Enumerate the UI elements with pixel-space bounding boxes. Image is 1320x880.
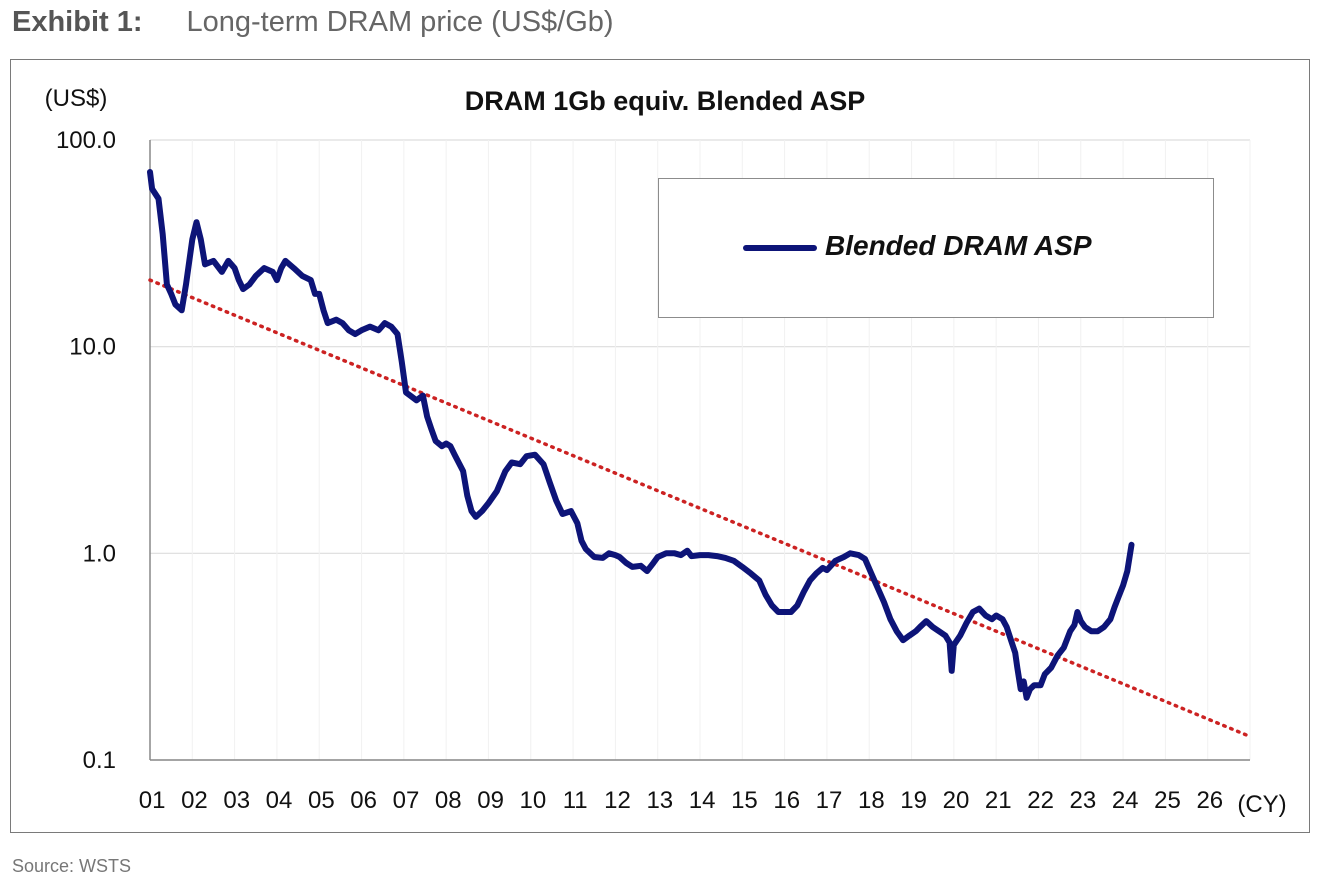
y-tick-label: 0.1 (83, 747, 116, 774)
exhibit-header: Exhibit 1: Long-term DRAM price (US$/Gb) (12, 2, 614, 42)
x-tick-label: 11 (563, 787, 588, 814)
exhibit-label: Exhibit 1: (12, 5, 143, 38)
x-tick-labels: 01 02 03 04 05 06 07 08 09 10 11 12 13 14 15 16 17 18 19 20… (139, 787, 1223, 814)
x-axis-label: (CY) (1237, 791, 1286, 818)
source-note: Source: WSTS (12, 856, 132, 876)
y-tick-label: 1.0 (83, 540, 116, 567)
x-tick-label: 23 (1070, 787, 1097, 814)
chart-title: DRAM 1Gb equiv. Blended ASP (465, 86, 866, 116)
x-tick-label: 13 (646, 787, 673, 814)
x-tick-label: 16 (773, 787, 800, 814)
legend-label: Blended DRAM ASP (825, 230, 1092, 261)
x-tick-label: 03 (223, 787, 250, 814)
y-tick-label: 10.0 (69, 334, 116, 361)
x-tick-label: 04 (266, 787, 293, 814)
legend-swatch (743, 245, 817, 251)
x-tick-label: 14 (689, 787, 716, 814)
x-tick-label: 09 (477, 787, 504, 814)
x-tick-label: 15 (731, 787, 758, 814)
x-tick-label: 10 (520, 787, 547, 814)
x-tick-label: 02 (181, 787, 208, 814)
x-tick-label: 18 (858, 787, 885, 814)
x-tick-label: 08 (435, 787, 462, 814)
y-axis-label: (US$) (45, 85, 108, 112)
x-tick-label: 21 (985, 787, 1012, 814)
x-tick-label: 17 (816, 787, 843, 814)
series-layer (147, 169, 1135, 701)
x-tick-label: 06 (350, 787, 377, 814)
x-tick-label: 19 (900, 787, 927, 814)
series-line-blended-dram-asp (147, 169, 1135, 701)
x-tick-label: 24 (1112, 787, 1139, 814)
y-tick-label: 100.0 (56, 127, 116, 154)
x-tick-label: 05 (308, 787, 335, 814)
x-tick-label: 26 (1196, 787, 1223, 814)
trend-line (148, 278, 1252, 739)
x-tick-label: 12 (604, 787, 631, 814)
trend-layer (148, 278, 1252, 739)
x-tick-label: 25 (1154, 787, 1181, 814)
y-tick-labels: 100.0 10.0 1.0 0.1 (56, 127, 116, 774)
x-tick-label: 07 (393, 787, 420, 814)
legend: Blended DRAM ASP (658, 178, 1214, 318)
x-tick-label: 01 (139, 787, 166, 814)
exhibit-title: Long-term DRAM price (US$/Gb) (186, 5, 614, 38)
x-tick-label: 22 (1027, 787, 1054, 814)
x-tick-label: 20 (943, 787, 970, 814)
